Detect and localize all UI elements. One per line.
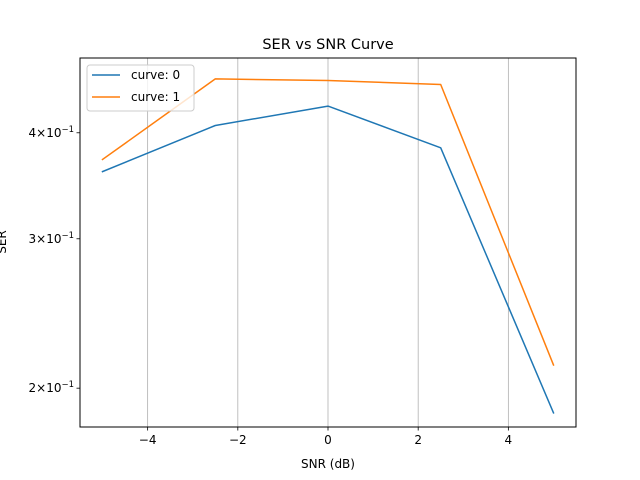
y-axis-ticks: 4×10−1 3×10−1 2×10−1: [29, 125, 80, 395]
legend-box: [86, 64, 195, 112]
x-axis-ticks: −4 −2 0 2 4: [139, 427, 512, 447]
x-axis-label: SNR (dB): [301, 457, 355, 471]
x-tick-label: 4: [505, 433, 513, 447]
series-line-curve-0: [101, 105, 555, 414]
legend-label: curve: 1: [131, 90, 180, 104]
y-axis-label: SER: [0, 230, 9, 254]
legend-label: curve: 0: [131, 68, 180, 82]
y-tick-label: 4×10−1: [29, 125, 75, 140]
y-tick-label: 2×10−1: [29, 380, 75, 395]
x-tick-label: −2: [229, 433, 247, 447]
x-tick-label: 2: [414, 433, 422, 447]
x-tick-label: 0: [324, 433, 332, 447]
chart-title: SER vs SNR Curve: [262, 37, 393, 53]
legend: curve: 0 curve: 1: [86, 64, 195, 112]
x-tick-label: −4: [139, 433, 157, 447]
y-tick-label: 3×10−1: [29, 231, 75, 246]
grid-lines: [147, 58, 509, 427]
